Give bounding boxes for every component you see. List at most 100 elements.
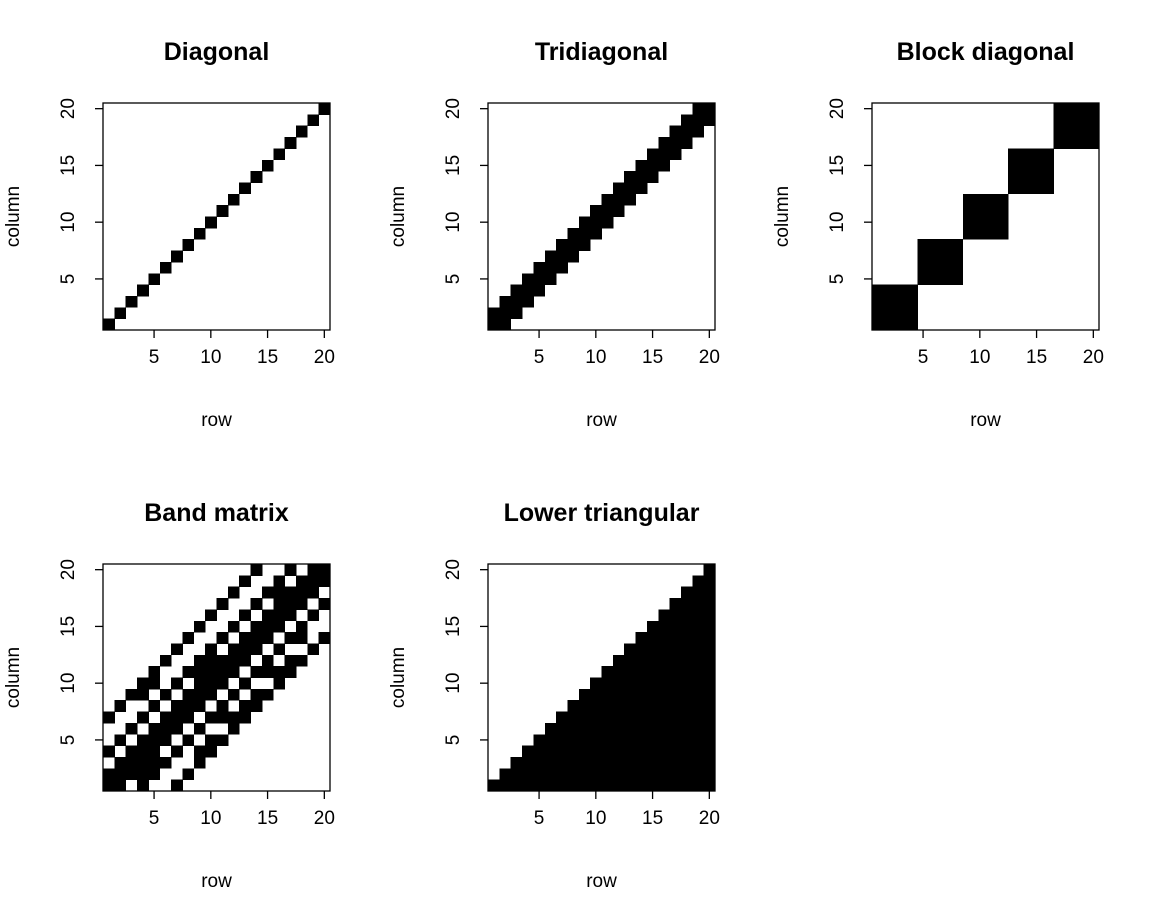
matrix-cell xyxy=(962,193,975,206)
matrix-cell xyxy=(669,768,682,781)
matrix-cell xyxy=(227,666,240,678)
matrix-cell xyxy=(522,273,534,285)
matrix-cell xyxy=(680,598,693,610)
matrix-cell xyxy=(171,711,183,724)
matrix-cell xyxy=(284,586,297,599)
matrix-cell xyxy=(510,779,523,792)
matrix-cell xyxy=(216,734,229,746)
matrix-cell xyxy=(250,564,263,576)
matrix-cell xyxy=(680,700,693,712)
matrix-cell xyxy=(669,598,682,610)
y-tick-label: 5 xyxy=(443,274,464,285)
matrix-cell xyxy=(159,261,172,274)
matrix-cell xyxy=(567,722,580,735)
matrix-cell xyxy=(239,182,251,195)
matrix-cell xyxy=(612,182,625,195)
matrix-cell xyxy=(646,734,659,746)
matrix-cell xyxy=(624,745,636,758)
matrix-cell xyxy=(669,125,682,138)
matrix-cell xyxy=(318,575,331,588)
y-tick-label: 15 xyxy=(443,155,464,176)
matrix-cell xyxy=(703,666,716,678)
matrix-cell xyxy=(103,318,115,331)
matrix-cell xyxy=(635,734,648,746)
matrix-cell xyxy=(182,632,195,644)
matrix-cell xyxy=(658,734,670,746)
x-tick-label: 5 xyxy=(534,808,545,829)
matrix-cell xyxy=(182,734,195,746)
matrix-cell xyxy=(307,643,320,656)
matrix-cell xyxy=(590,711,602,724)
matrix-cell xyxy=(646,700,659,712)
matrix-cell xyxy=(590,227,602,240)
matrix-cell xyxy=(894,318,907,331)
matrix-cell xyxy=(624,722,636,735)
matrix-cell xyxy=(182,700,195,712)
matrix-cell xyxy=(646,677,659,690)
matrix-cell xyxy=(533,273,546,285)
matrix-cell xyxy=(1042,171,1054,183)
matrix-cell xyxy=(601,734,614,746)
matrix-cell xyxy=(1008,159,1020,172)
matrix-cell xyxy=(951,239,964,251)
matrix-cell xyxy=(658,137,670,149)
matrix-cell xyxy=(703,620,716,633)
matrix-cell xyxy=(250,700,263,712)
matrix-cell xyxy=(601,216,614,229)
matrix-cell xyxy=(159,711,172,724)
matrix-cell xyxy=(148,273,161,285)
matrix-cell xyxy=(612,745,625,758)
matrix-cell xyxy=(658,688,670,701)
panel-title: Lower triangular xyxy=(504,499,700,527)
matrix-cell xyxy=(137,745,149,758)
matrix-cell xyxy=(205,609,217,622)
matrix-cell xyxy=(533,756,546,769)
matrix-cell xyxy=(692,575,705,588)
matrix-cell xyxy=(703,103,716,115)
matrix-cell xyxy=(658,711,670,724)
matrix-cell xyxy=(273,609,285,622)
matrix-cell xyxy=(137,734,149,746)
matrix-cell xyxy=(114,734,127,746)
matrix-cell xyxy=(125,745,138,758)
matrix-cell xyxy=(692,734,705,746)
matrix-cell xyxy=(148,677,161,690)
panel-2: 5 10 15 20 5 10 15 20 Tridiagonal row column xyxy=(388,38,720,431)
matrix-cell xyxy=(612,205,625,217)
matrix-cell xyxy=(193,677,206,690)
matrix-cell xyxy=(703,756,716,769)
matrix-cell xyxy=(137,756,149,769)
matrix-cell xyxy=(261,609,274,622)
matrix-cell xyxy=(273,575,285,588)
matrix-cell xyxy=(658,768,670,781)
x-tick-label: 10 xyxy=(200,808,221,829)
matrix-cell xyxy=(522,756,534,769)
matrix-cell xyxy=(646,643,659,656)
matrix-cell xyxy=(216,654,229,667)
matrix-cell xyxy=(522,768,534,781)
matrix-cell xyxy=(205,216,217,229)
matrix-cell xyxy=(193,620,206,633)
matrix-cell xyxy=(658,632,670,644)
matrix-cell xyxy=(635,677,648,690)
matrix-cell xyxy=(205,654,217,667)
matrix-cell xyxy=(556,756,568,769)
matrix-cell xyxy=(261,654,274,667)
matrix-cell xyxy=(578,745,591,758)
matrix-cell xyxy=(669,734,682,746)
matrix-cell xyxy=(680,609,693,622)
matrix-cell xyxy=(703,643,716,656)
matrix-cell xyxy=(182,768,195,781)
y-tick-label: 15 xyxy=(58,616,79,637)
matrix-cell xyxy=(612,722,625,735)
matrix-cell xyxy=(624,779,636,792)
matrix-cell xyxy=(307,114,320,127)
matrix-cell xyxy=(148,756,161,769)
matrix-cell xyxy=(646,148,659,161)
matrix-cell xyxy=(171,250,183,263)
x-tick-label: 20 xyxy=(1083,347,1104,368)
matrix-cell xyxy=(499,318,512,331)
matrix-cell xyxy=(680,768,693,781)
matrix-cell xyxy=(635,171,648,183)
matrix-cell xyxy=(692,722,705,735)
